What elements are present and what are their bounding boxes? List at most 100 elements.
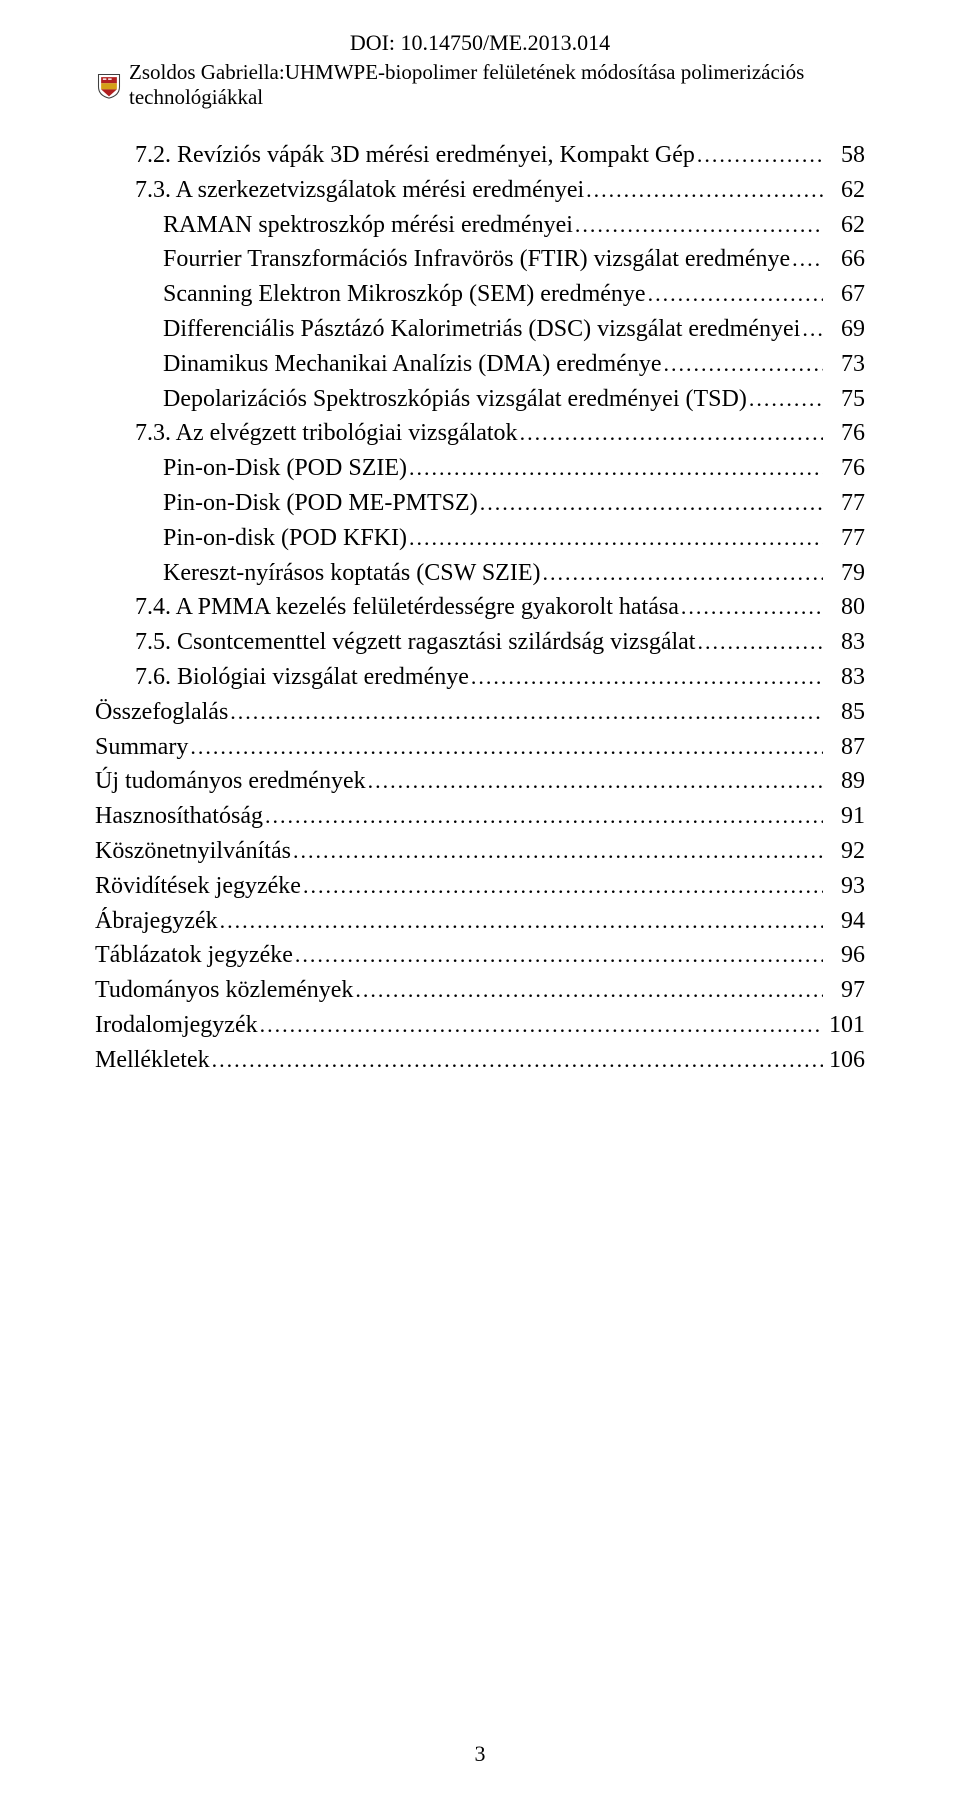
toc-entry-page: 62 [825,173,865,208]
toc-entry-label: 7.3. A szerkezetvizsgálatok mérési eredm… [135,173,584,208]
toc-entry-page: 66 [825,242,865,277]
toc-leader-dots [303,869,823,904]
toc-leader-dots [212,1043,823,1078]
toc-entry-page: 92 [825,834,865,869]
toc-entry: 7.5. Csontcementtel végzett ragasztási s… [95,625,865,660]
toc-entry-page: 80 [825,590,865,625]
toc-entry: Fourrier Transzformációs Infravörös (FTI… [95,242,865,277]
toc-entry: RAMAN spektroszkóp mérési eredményei 62 [95,208,865,243]
toc-entry-label: 7.6. Biológiai vizsgálat eredménye [135,660,469,695]
toc-entry-label: Pin-on-Disk (POD ME-PMTSZ) [163,486,478,521]
toc-leader-dots [792,242,823,277]
toc-entry: Scanning Elektron Mikroszkóp (SEM) eredm… [95,277,865,312]
toc-entry: Ábrajegyzék 94 [95,904,865,939]
toc-entry: Summary 87 [95,730,865,765]
toc-entry-label: Scanning Elektron Mikroszkóp (SEM) eredm… [163,277,646,312]
toc-entry: 7.6. Biológiai vizsgálat eredménye 83 [95,660,865,695]
toc-entry-page: 87 [825,730,865,765]
toc-leader-dots [681,590,823,625]
toc-entry: Irodalomjegyzék 101 [95,1008,865,1043]
toc-entry: Rövidítések jegyzéke 93 [95,869,865,904]
toc-leader-dots [542,556,823,591]
table-of-contents: 7.2. Revíziós vápák 3D mérési eredményei… [95,138,865,1078]
toc-entry-page: 93 [825,869,865,904]
toc-entry: 7.4. A PMMA kezelés felületérdességre gy… [95,590,865,625]
toc-entry: Pin-on-Disk (POD ME-PMTSZ) 77 [95,486,865,521]
toc-leader-dots [648,277,823,312]
toc-entry-page: 96 [825,938,865,973]
toc-leader-dots [230,695,823,730]
toc-entry-page: 76 [825,451,865,486]
toc-entry-label: RAMAN spektroszkóp mérési eredményei [163,208,573,243]
toc-entry-page: 97 [825,973,865,1008]
toc-entry: Pin-on-disk (POD KFKI) 77 [95,521,865,556]
toc-leader-dots [520,416,823,451]
toc-entry: Mellékletek 106 [95,1043,865,1078]
toc-leader-dots [697,138,823,173]
toc-entry-label: Differenciális Pásztázó Kalorimetriás (D… [163,312,800,347]
toc-entry: Pin-on-Disk (POD SZIE) 76 [95,451,865,486]
toc-entry: Hasznosíthatóság 91 [95,799,865,834]
toc-entry-label: 7.4. A PMMA kezelés felületérdességre gy… [135,590,679,625]
toc-entry-page: 83 [825,660,865,695]
toc-entry: 7.3. Az elvégzett tribológiai vizsgálato… [95,416,865,451]
toc-entry: 7.3. A szerkezetvizsgálatok mérési eredm… [95,173,865,208]
header-row: Zsoldos Gabriella:UHMWPE-biopolimer felü… [95,60,865,110]
toc-entry: Depolarizációs Spektroszkópiás vizsgálat… [95,382,865,417]
toc-entry: Tudományos közlemények 97 [95,973,865,1008]
toc-leader-dots [802,312,823,347]
toc-entry-label: Fourrier Transzformációs Infravörös (FTI… [163,242,790,277]
toc-entry-label: Összefoglalás [95,695,228,730]
toc-entry: Köszönetnyilvánítás 92 [95,834,865,869]
toc-entry-label: Új tudományos eredmények [95,764,366,799]
toc-entry-label: Hasznosíthatóság [95,799,263,834]
toc-entry-label: 7.5. Csontcementtel végzett ragasztási s… [135,625,695,660]
toc-entry-page: 85 [825,695,865,730]
running-header-title: Zsoldos Gabriella:UHMWPE-biopolimer felü… [129,60,865,110]
toc-entry-page: 73 [825,347,865,382]
university-crest-icon [95,71,123,99]
toc-entry-page: 62 [825,208,865,243]
page-container: DOI: 10.14750/ME.2013.014 Zsoldos Gabrie… [0,0,960,1801]
toc-entry-page: 76 [825,416,865,451]
toc-entry-page: 79 [825,556,865,591]
toc-entry-label: Köszönetnyilvánítás [95,834,291,869]
toc-entry: Táblázatok jegyzéke 96 [95,938,865,973]
toc-entry-page: 89 [825,764,865,799]
toc-leader-dots [355,973,823,1008]
toc-entry-label: Irodalomjegyzék [95,1008,258,1043]
page-number: 3 [0,1741,960,1767]
toc-entry: Dinamikus Mechanikai Analízis (DMA) ered… [95,347,865,382]
toc-entry-label: 7.3. Az elvégzett tribológiai vizsgálato… [135,416,518,451]
toc-leader-dots [575,208,823,243]
toc-entry-label: 7.2. Revíziós vápák 3D mérési eredményei… [135,138,695,173]
toc-leader-dots [293,834,823,869]
toc-entry-label: Pin-on-disk (POD KFKI) [163,521,407,556]
toc-entry-page: 77 [825,486,865,521]
toc-entry: Kereszt-nyírásos koptatás (CSW SZIE) 79 [95,556,865,591]
toc-entry-page: 94 [825,904,865,939]
toc-entry-label: Kereszt-nyírásos koptatás (CSW SZIE) [163,556,540,591]
toc-entry-label: Ábrajegyzék [95,904,218,939]
toc-leader-dots [480,486,823,521]
toc-entry-label: Pin-on-Disk (POD SZIE) [163,451,407,486]
toc-entry-page: 69 [825,312,865,347]
toc-entry-label: Depolarizációs Spektroszkópiás vizsgálat… [163,382,747,417]
toc-entry-page: 83 [825,625,865,660]
toc-entry: Differenciális Pásztázó Kalorimetriás (D… [95,312,865,347]
toc-leader-dots [260,1008,823,1043]
toc-entry-label: Summary [95,730,188,765]
toc-leader-dots [265,799,823,834]
toc-entry-label: Tudományos közlemények [95,973,353,1008]
toc-leader-dots [190,730,823,765]
doi-text: DOI: 10.14750/ME.2013.014 [95,30,865,56]
toc-leader-dots [295,938,823,973]
toc-leader-dots [749,382,823,417]
toc-leader-dots [409,521,823,556]
toc-entry-page: 75 [825,382,865,417]
toc-entry-page: 77 [825,521,865,556]
toc-entry-label: Táblázatok jegyzéke [95,938,293,973]
toc-leader-dots [220,904,823,939]
toc-entry-page: 91 [825,799,865,834]
toc-leader-dots [586,173,823,208]
